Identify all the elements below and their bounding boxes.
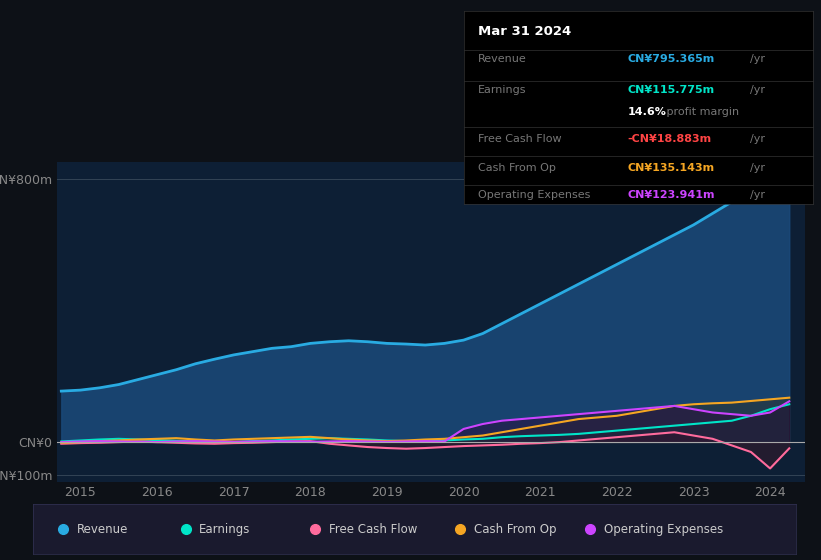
Text: /yr: /yr xyxy=(750,163,765,172)
Text: /yr: /yr xyxy=(750,54,765,64)
Text: CN¥135.143m: CN¥135.143m xyxy=(628,163,715,172)
Text: /yr: /yr xyxy=(750,134,765,144)
Text: Free Cash Flow: Free Cash Flow xyxy=(478,134,562,144)
Text: Cash From Op: Cash From Op xyxy=(478,163,556,172)
Text: CN¥123.941m: CN¥123.941m xyxy=(628,190,715,200)
Text: Operating Expenses: Operating Expenses xyxy=(604,522,723,536)
Text: Cash From Op: Cash From Op xyxy=(475,522,557,536)
Text: Mar 31 2024: Mar 31 2024 xyxy=(478,25,571,38)
Text: CN¥795.365m: CN¥795.365m xyxy=(628,54,715,64)
Text: Revenue: Revenue xyxy=(77,522,129,536)
Text: Revenue: Revenue xyxy=(478,54,526,64)
Text: /yr: /yr xyxy=(750,190,765,200)
Text: 14.6%: 14.6% xyxy=(628,106,667,116)
Text: /yr: /yr xyxy=(750,86,765,95)
Text: Earnings: Earnings xyxy=(200,522,250,536)
Text: -CN¥18.883m: -CN¥18.883m xyxy=(628,134,712,144)
Text: profit margin: profit margin xyxy=(663,106,739,116)
Text: Operating Expenses: Operating Expenses xyxy=(478,190,590,200)
Text: Earnings: Earnings xyxy=(478,86,526,95)
Text: CN¥115.775m: CN¥115.775m xyxy=(628,86,715,95)
Text: Free Cash Flow: Free Cash Flow xyxy=(329,522,417,536)
